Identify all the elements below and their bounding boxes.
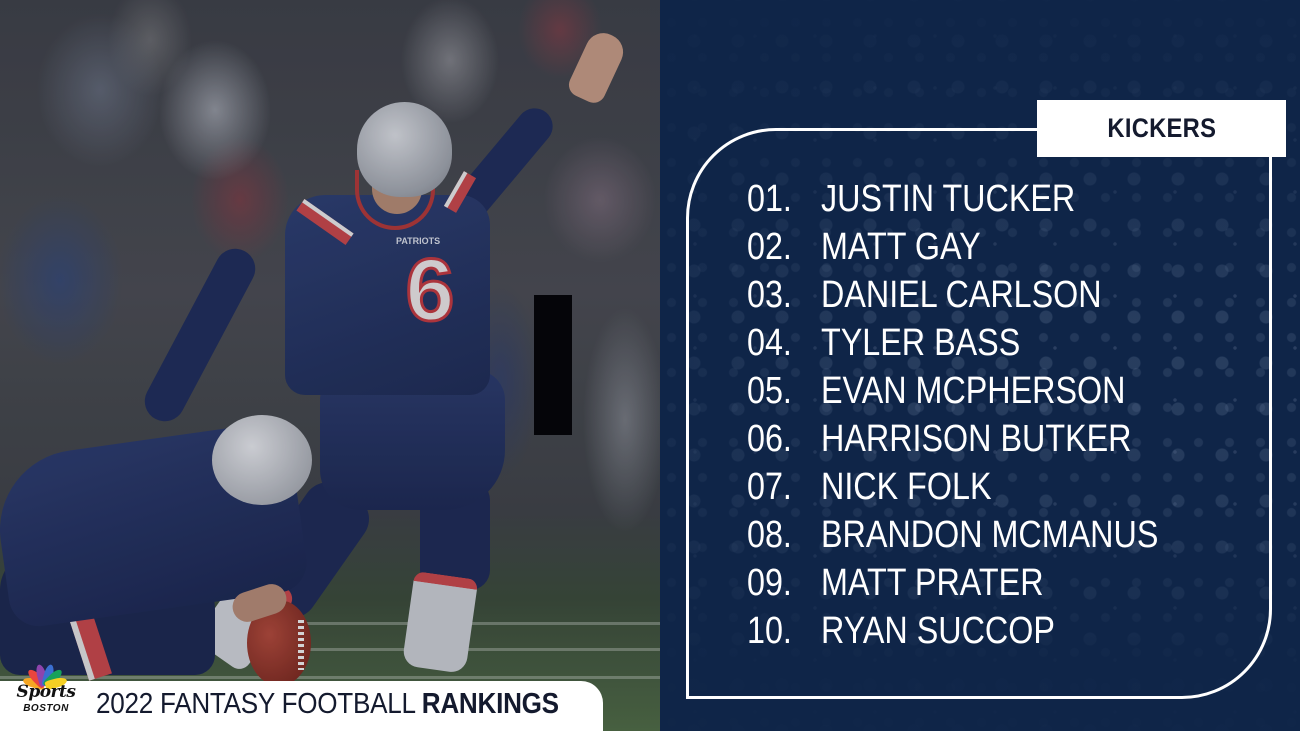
redaction-block bbox=[534, 295, 572, 435]
rank-number: 07. bbox=[747, 466, 792, 508]
logo-sports-text: Sports bbox=[16, 682, 76, 702]
hero-photo: PATRIOTS 6 bbox=[0, 0, 660, 731]
list-item: 10. RYAN SUCCOP bbox=[747, 607, 1267, 655]
rank-number: 08. bbox=[747, 514, 792, 556]
rank-number: 09. bbox=[747, 562, 792, 604]
rank-number: 02. bbox=[747, 226, 792, 268]
player-name: RYAN SUCCOP bbox=[821, 610, 1055, 652]
player-name: DANIEL CARLSON bbox=[821, 274, 1102, 316]
kicker-facemask bbox=[355, 170, 435, 230]
kicker-helmet bbox=[357, 102, 452, 197]
rank-number: 10. bbox=[747, 610, 792, 652]
player-name: NICK FOLK bbox=[821, 466, 992, 508]
player-name: TYLER BASS bbox=[821, 322, 1021, 364]
list-item: 04. TYLER BASS bbox=[747, 319, 1267, 367]
title-regular: 2022 FANTASY FOOTBALL bbox=[96, 688, 422, 720]
list-item: 06. HARRISON BUTKER bbox=[747, 415, 1267, 463]
football-laces bbox=[298, 620, 304, 670]
nbc-sports-boston-logo: Sports BOSTON bbox=[10, 660, 80, 722]
rankings-list: 01. JUSTIN TUCKER 02. MATT GAY 03. DANIEL C… bbox=[747, 175, 1267, 655]
list-item: 03. DANIEL CARLSON bbox=[747, 271, 1267, 319]
rank-number: 05. bbox=[747, 370, 792, 412]
yard-line bbox=[0, 676, 660, 679]
jersey-wordmark: PATRIOTS bbox=[396, 236, 441, 246]
title-bar bbox=[0, 681, 603, 731]
category-label: KICKERS bbox=[1107, 113, 1216, 143]
player-name: MATT PRATER bbox=[821, 562, 1044, 604]
yard-line bbox=[0, 648, 660, 651]
page-title: 2022 FANTASY FOOTBALL RANKINGS bbox=[96, 686, 559, 722]
rank-number: 04. bbox=[747, 322, 792, 364]
list-item: 02. MATT GAY bbox=[747, 223, 1267, 271]
list-item: 08. BRANDON MCMANUS bbox=[747, 511, 1267, 559]
player-name: MATT GAY bbox=[821, 226, 981, 268]
logo-boston-text: BOSTON bbox=[23, 703, 69, 714]
player-name: HARRISON BUTKER bbox=[821, 418, 1132, 460]
rank-number: 01. bbox=[747, 178, 792, 220]
rankings-frame bbox=[686, 128, 1272, 699]
title-bold: RANKINGS bbox=[421, 688, 559, 720]
list-item: 07. NICK FOLK bbox=[747, 463, 1267, 511]
rank-number: 03. bbox=[747, 274, 792, 316]
photo-overlay bbox=[0, 0, 660, 731]
category-tab: KICKERS bbox=[1037, 100, 1286, 157]
jersey-number: 6 bbox=[404, 240, 456, 339]
holder-helmet bbox=[212, 415, 312, 505]
list-item: 01. JUSTIN TUCKER bbox=[747, 175, 1267, 223]
player-name: BRANDON MCMANUS bbox=[821, 514, 1159, 556]
list-item: 09. MATT PRATER bbox=[747, 559, 1267, 607]
player-name: JUSTIN TUCKER bbox=[821, 178, 1076, 220]
player-name: EVAN MCPHERSON bbox=[821, 370, 1126, 412]
yard-line bbox=[0, 622, 660, 625]
rank-number: 06. bbox=[747, 418, 792, 460]
list-item: 05. EVAN MCPHERSON bbox=[747, 367, 1267, 415]
